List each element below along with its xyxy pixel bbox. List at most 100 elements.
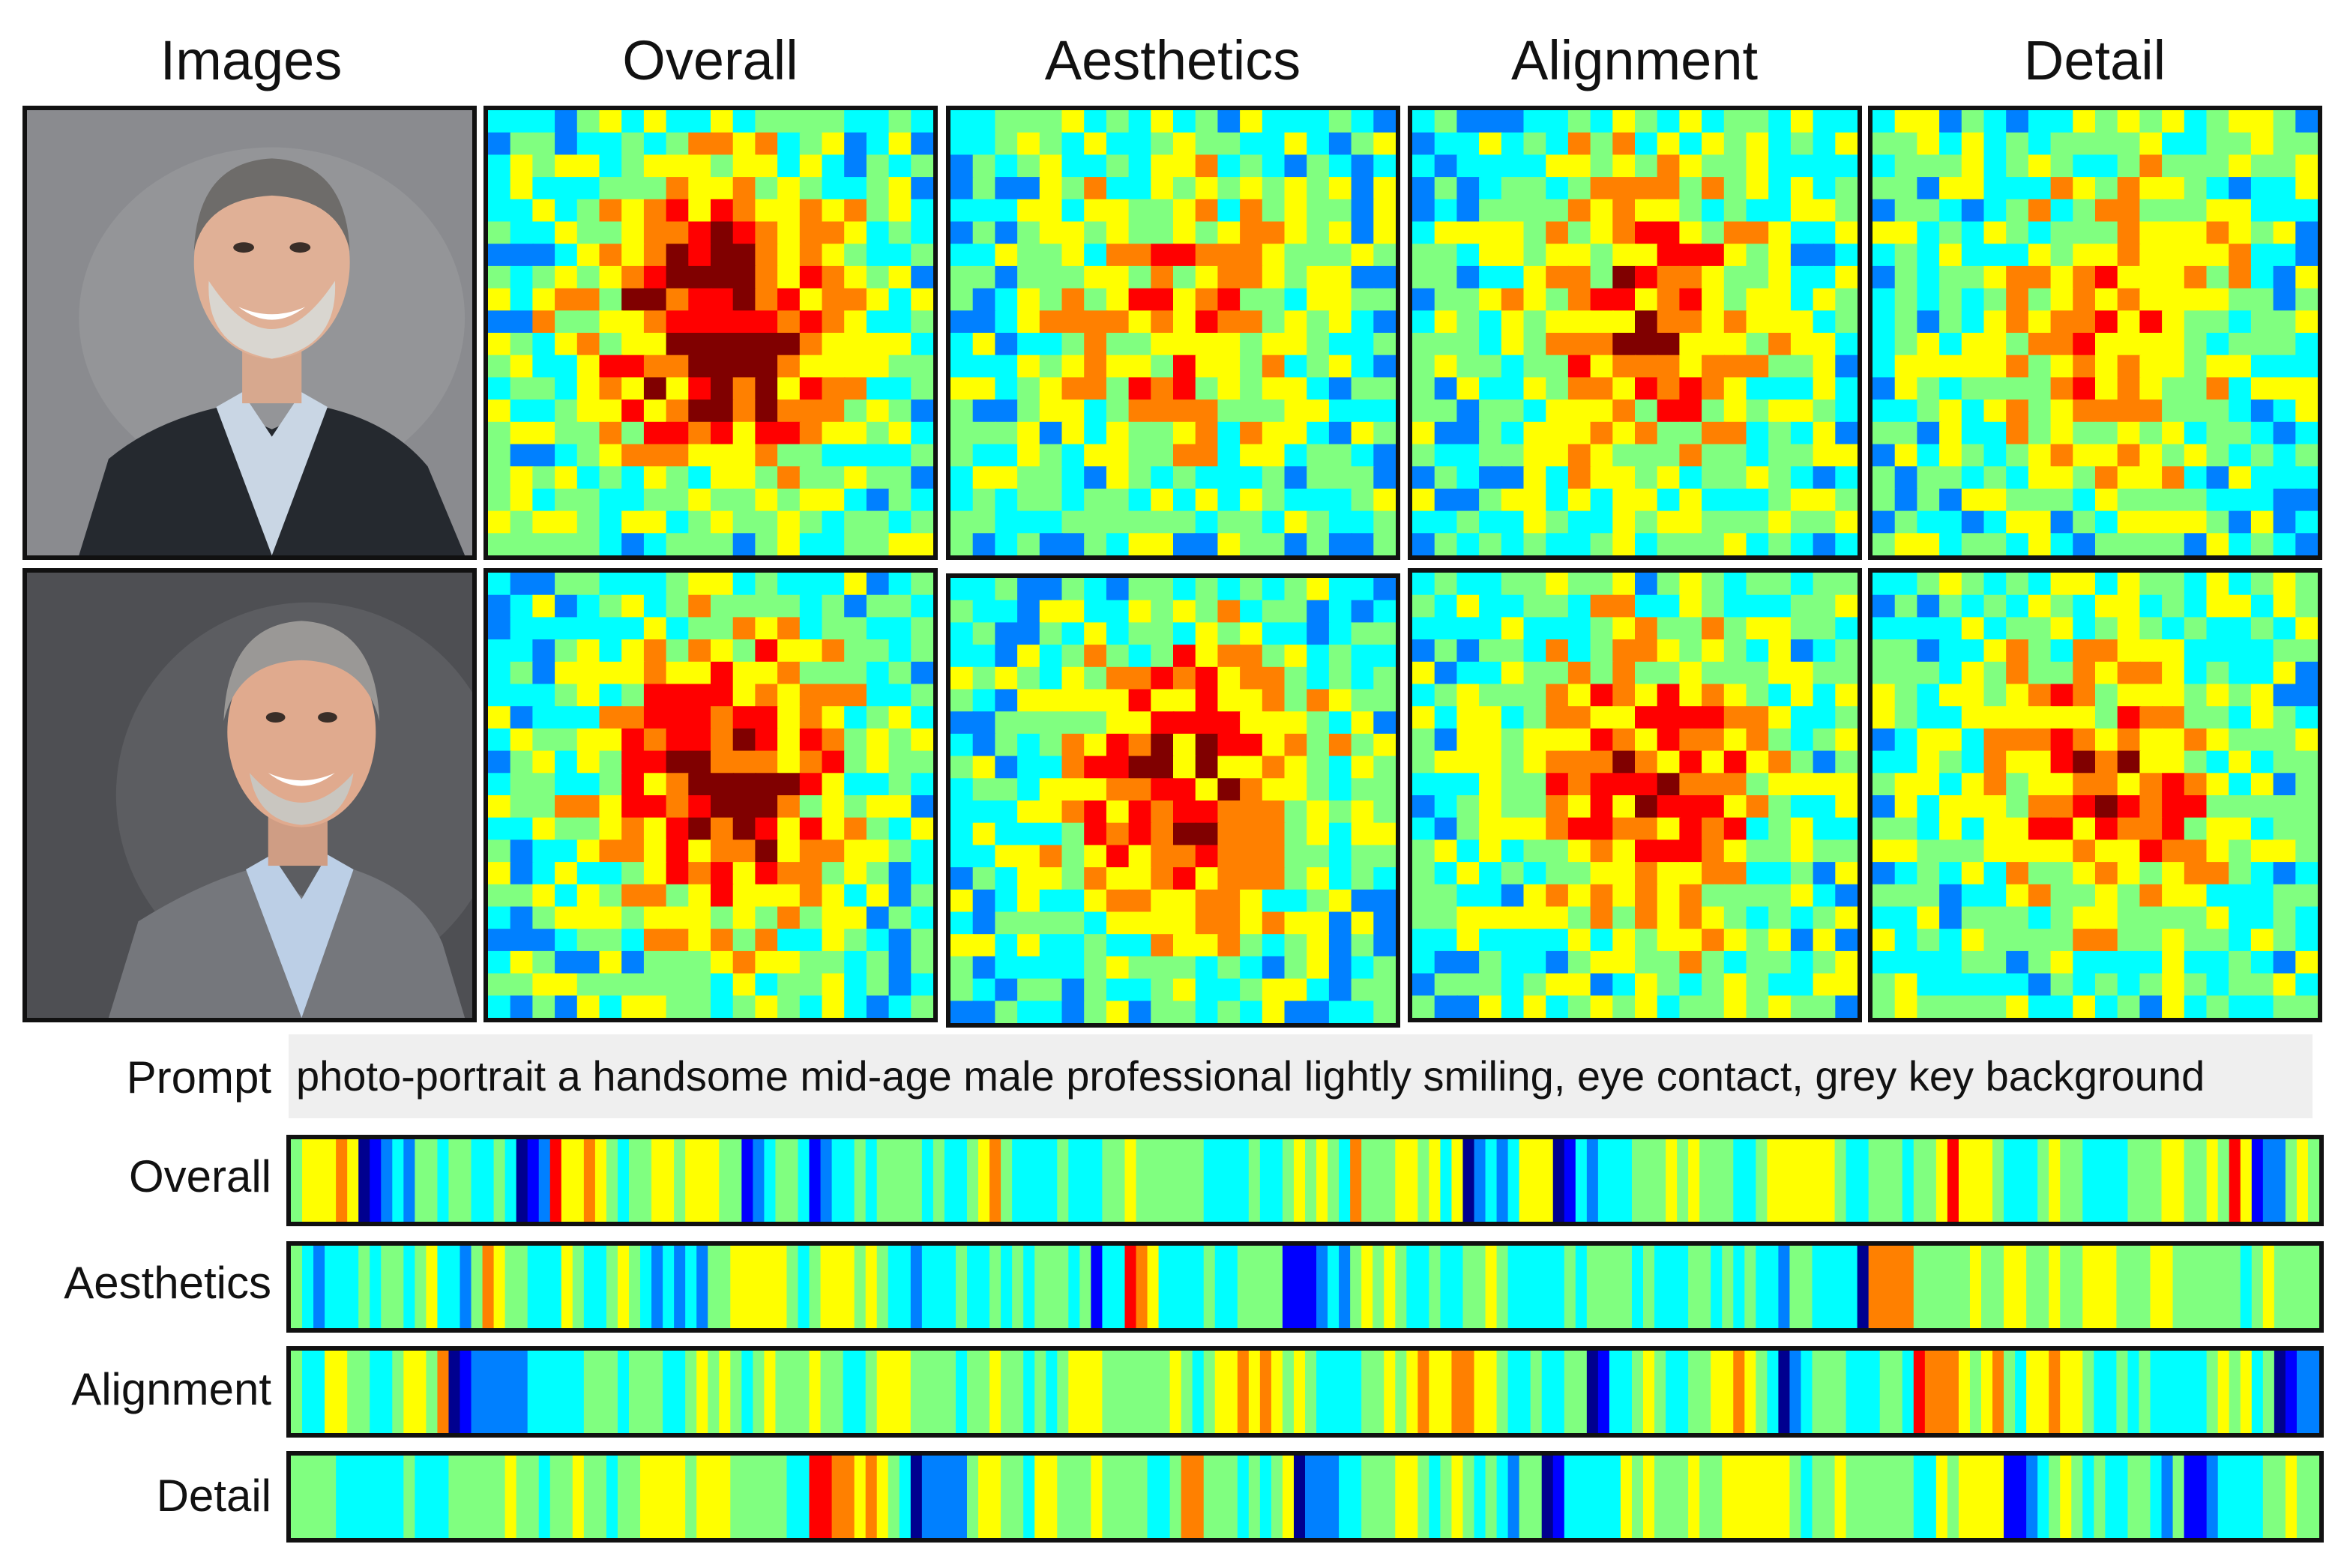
heatmap-cell (1307, 867, 1331, 891)
token-bar (313, 1139, 325, 1222)
token-bar (1969, 1351, 1982, 1433)
heatmap-cell (1939, 265, 1963, 290)
heatmap-cell (777, 817, 801, 841)
token-bar (527, 1456, 540, 1538)
heatmap-cell (2095, 795, 2119, 819)
heatmap-cell (2250, 377, 2275, 401)
heatmap-cell (532, 817, 556, 841)
token-bar (2026, 1456, 2038, 1538)
heatmap-cell (799, 728, 823, 753)
token-bar (2060, 1139, 2073, 1222)
heatmap-cell (1173, 444, 1197, 468)
token-bar (640, 1246, 652, 1328)
heatmap-cell (621, 973, 645, 997)
heatmap-cell (1106, 333, 1130, 357)
token-bar (2240, 1139, 2253, 1222)
token-bar (2094, 1246, 2106, 1328)
heatmap-cell (1961, 594, 1985, 618)
heatmap-cell (2184, 728, 2208, 753)
token-bar (1958, 1456, 1971, 1538)
heatmap-cell (2006, 154, 2030, 178)
heatmap-cell (1373, 199, 1396, 223)
heatmap-cell (1961, 310, 1985, 334)
heatmap-cell (1768, 510, 1792, 534)
heatmap-cell (1128, 154, 1152, 178)
heatmap-cell (1835, 973, 1858, 997)
heatmap-cell (2006, 444, 2030, 468)
heatmap-cell (576, 244, 600, 268)
token-bar (1879, 1139, 1892, 1222)
token-bar (663, 1139, 675, 1222)
heatmap-cell (1790, 510, 1815, 534)
heatmap-cell (1590, 510, 1614, 534)
token-bar (1328, 1246, 1340, 1328)
heatmap-cell (2139, 973, 2163, 997)
heatmap-cell (1240, 510, 1264, 534)
heatmap-cell (950, 822, 974, 846)
token-bar (1429, 1139, 1441, 1222)
heatmap-grid (488, 110, 933, 555)
heatmap-cell (576, 533, 600, 555)
heatmap-cell (1351, 333, 1375, 357)
heatmap-cell (866, 333, 891, 357)
heatmap-cell (1106, 533, 1130, 555)
heatmap-cell (510, 706, 534, 730)
heatmap-cell (2273, 728, 2297, 753)
token-bar (764, 1456, 777, 1538)
heatmap-cell (995, 288, 1019, 312)
token-bar (1609, 1456, 1621, 1538)
heatmap-cell (2295, 706, 2318, 730)
token-bar (516, 1456, 528, 1538)
heatmap-cell (510, 466, 534, 490)
heatmap-cell (888, 594, 912, 618)
heatmap-cell (1373, 978, 1396, 1002)
heatmap-cell (866, 132, 891, 156)
heatmap-cell (1217, 578, 1241, 602)
token-bar (1992, 1351, 2004, 1433)
heatmap-cell (688, 199, 712, 223)
heatmap-cell (1894, 444, 1918, 468)
heatmap-cell (844, 773, 868, 797)
heatmap-cell (995, 177, 1019, 201)
heatmap-cell (888, 728, 912, 753)
heatmap-cell (1084, 889, 1108, 913)
heatmap-cell (1039, 778, 1063, 802)
heatmap-cell (950, 288, 974, 312)
token-bar (1124, 1456, 1137, 1538)
heatmap-cell (621, 488, 645, 513)
heatmap-cell (1657, 884, 1681, 908)
heatmap-cell (2250, 333, 2275, 357)
heatmap-cell (1017, 110, 1041, 134)
heatmap-cell (2095, 199, 2119, 223)
heatmap-cell (1612, 728, 1636, 753)
heatmap-cell (688, 333, 712, 357)
token-bar (2026, 1246, 2038, 1328)
heatmap-cell (1217, 1001, 1241, 1023)
heatmap-cell (1412, 617, 1436, 641)
heatmap-cell (1702, 906, 1726, 930)
token-bar (291, 1246, 303, 1328)
heatmap-cell (2229, 310, 2253, 334)
token-bar (1237, 1456, 1250, 1538)
heatmap-cell (1017, 488, 1041, 513)
heatmap-cell (2250, 750, 2275, 774)
heatmap-cell (995, 333, 1019, 357)
token-bar (944, 1351, 956, 1433)
heatmap-cell (1546, 265, 1570, 290)
heatmap-cell (1217, 333, 1241, 357)
heatmap-cell (555, 973, 579, 997)
heatmap-cell (1983, 817, 2007, 841)
heatmap-cell (2184, 973, 2208, 997)
token-bar (2026, 1139, 2038, 1222)
heatmap-cell (1835, 795, 1858, 819)
heatmap-cell (1679, 333, 1703, 357)
heatmap-cell (1835, 510, 1858, 534)
heatmap-cell (1657, 906, 1681, 930)
heatmap-cell (911, 750, 933, 774)
heatmap-cell (2295, 594, 2318, 618)
heatmap-cell (2273, 199, 2297, 223)
heatmap-cell (2206, 706, 2230, 730)
heatmap-cell (1657, 862, 1681, 886)
heatmap-cell (888, 288, 912, 312)
token-bar (426, 1139, 439, 1222)
